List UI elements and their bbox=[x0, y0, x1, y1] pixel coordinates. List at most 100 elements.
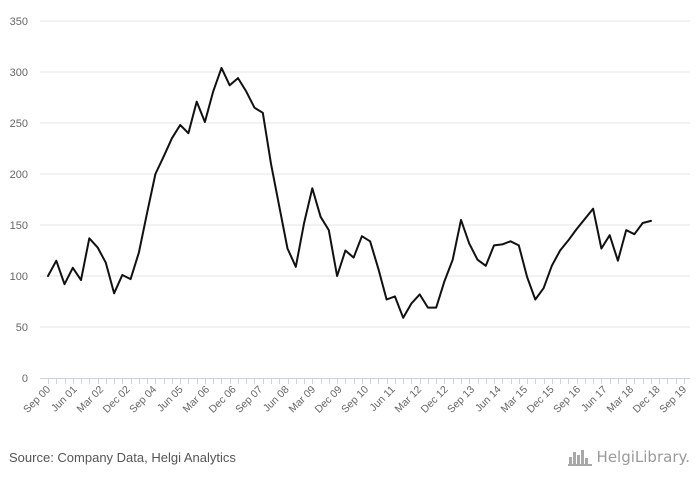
x-tick-label: Sep 13 bbox=[445, 384, 477, 416]
data-point bbox=[88, 237, 90, 239]
data-point bbox=[311, 187, 313, 189]
data-point bbox=[253, 107, 256, 109]
x-tick-label: Mar 18 bbox=[605, 384, 637, 416]
x-tick-label: Jun 05 bbox=[155, 384, 186, 415]
data-point bbox=[377, 268, 379, 270]
x-tick-label: Dec 06 bbox=[207, 384, 239, 416]
data-point bbox=[501, 243, 503, 245]
source-note: Source: Company Data, Helgi Analytics bbox=[9, 450, 236, 465]
series-layer bbox=[47, 66, 652, 319]
data-point bbox=[105, 262, 107, 264]
data-point bbox=[427, 307, 429, 309]
y-tick-label: 300 bbox=[10, 67, 28, 79]
data-point bbox=[344, 249, 346, 252]
data-point bbox=[220, 67, 223, 69]
data-point bbox=[320, 216, 322, 218]
x-tick-label: Dec 02 bbox=[101, 384, 133, 416]
x-tick-label: Jun 14 bbox=[473, 384, 504, 415]
x-tick-label: Jun 11 bbox=[367, 384, 397, 414]
x-tick-label: Mar 09 bbox=[287, 384, 319, 416]
data-point bbox=[146, 212, 148, 214]
data-point bbox=[113, 292, 115, 294]
x-tick-label: Sep 07 bbox=[233, 384, 265, 416]
series-line bbox=[47, 66, 652, 319]
y-tick-label: 350 bbox=[10, 16, 28, 28]
data-point bbox=[278, 206, 280, 208]
data-point bbox=[237, 77, 239, 79]
data-point bbox=[559, 249, 561, 252]
data-point bbox=[353, 257, 355, 259]
data-point bbox=[163, 156, 165, 158]
data-point bbox=[551, 265, 553, 267]
data-point bbox=[609, 234, 611, 236]
y-tick-label: 100 bbox=[10, 271, 28, 283]
data-point bbox=[584, 218, 586, 220]
data-point bbox=[154, 173, 156, 175]
x-tick-label: Dec 09 bbox=[313, 384, 345, 416]
data-point bbox=[402, 317, 404, 319]
data-point bbox=[262, 112, 264, 114]
data-point bbox=[468, 242, 470, 244]
data-point bbox=[361, 235, 363, 237]
x-tick-label: Sep 00 bbox=[21, 384, 53, 416]
x-tick-label: Jun 08 bbox=[261, 384, 292, 415]
y-tick-label: 50 bbox=[16, 322, 28, 334]
data-point bbox=[63, 283, 66, 285]
data-point bbox=[534, 298, 536, 301]
data-point bbox=[138, 251, 140, 254]
x-tick-label: Dec 18 bbox=[631, 384, 663, 416]
data-point bbox=[212, 90, 214, 92]
x-tick-label: Jun 17 bbox=[579, 384, 610, 415]
data-point bbox=[336, 275, 338, 277]
data-point bbox=[592, 208, 594, 210]
y-tick-label: 0 bbox=[22, 373, 28, 385]
data-point bbox=[130, 278, 132, 280]
brand-logo: HelgiLibrary. bbox=[567, 448, 690, 466]
data-point bbox=[171, 137, 173, 139]
data-point bbox=[625, 229, 627, 231]
data-point bbox=[270, 163, 272, 165]
x-tick-label: Jun 01 bbox=[49, 384, 80, 415]
x-tick-label: Sep 10 bbox=[339, 384, 371, 416]
x-tick-label: Mar 15 bbox=[499, 384, 531, 416]
data-point bbox=[543, 287, 545, 289]
data-point bbox=[650, 220, 652, 222]
data-point bbox=[642, 222, 644, 224]
data-point bbox=[526, 276, 528, 278]
data-point bbox=[97, 246, 99, 248]
data-point bbox=[576, 228, 578, 230]
data-point bbox=[410, 302, 412, 305]
x-tick-label: Mar 12 bbox=[393, 384, 425, 416]
x-tick-label: Mar 02 bbox=[75, 384, 107, 416]
data-point bbox=[229, 84, 231, 86]
data-point bbox=[567, 239, 570, 241]
data-point bbox=[452, 259, 454, 261]
y-axis-ticks: 0 50 100 150 200 250 300 350 bbox=[10, 16, 28, 385]
data-point bbox=[476, 259, 479, 261]
data-point bbox=[419, 293, 421, 295]
data-point bbox=[617, 260, 619, 262]
data-point bbox=[600, 247, 603, 250]
y-tick-label: 150 bbox=[10, 220, 28, 232]
data-point bbox=[394, 295, 396, 297]
data-point bbox=[303, 222, 305, 224]
data-point bbox=[460, 219, 462, 221]
data-point bbox=[80, 279, 82, 281]
data-point bbox=[386, 298, 388, 301]
library-logo-icon bbox=[567, 450, 592, 466]
data-point bbox=[295, 266, 297, 268]
data-point bbox=[435, 307, 437, 309]
x-tick-label: Sep 04 bbox=[127, 384, 159, 416]
data-point bbox=[518, 244, 520, 246]
data-point bbox=[204, 121, 206, 123]
x-tick-label: Dec 12 bbox=[419, 384, 451, 416]
x-tick-label: Mar 06 bbox=[181, 384, 213, 416]
data-point bbox=[443, 280, 446, 282]
y-tick-label: 200 bbox=[10, 169, 28, 181]
data-point bbox=[286, 247, 289, 250]
data-point bbox=[72, 267, 74, 269]
x-tick-label: Sep 16 bbox=[551, 384, 583, 416]
x-tick-label: Sep 19 bbox=[657, 384, 689, 416]
